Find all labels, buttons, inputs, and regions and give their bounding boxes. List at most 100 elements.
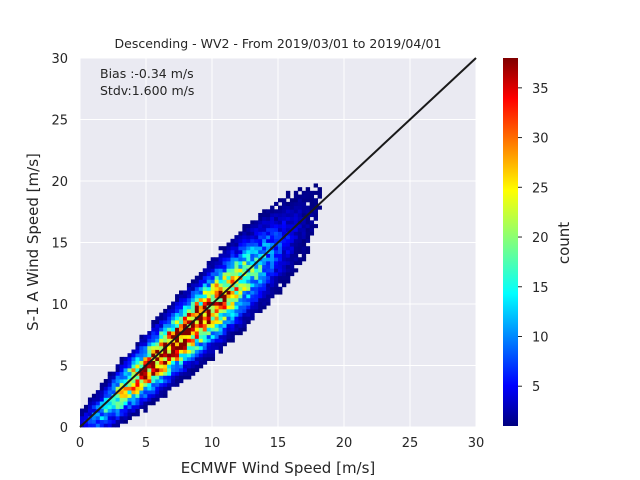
density-cell: [254, 264, 259, 269]
density-cell: [258, 294, 263, 299]
density-cell: [210, 356, 216, 361]
density-cell: [190, 323, 196, 328]
density-cell: [281, 231, 287, 236]
density-cell: [131, 367, 136, 373]
density-cell: [230, 279, 235, 284]
density-cell: [301, 194, 307, 199]
density-cell: [151, 367, 156, 373]
density-cell: [230, 275, 235, 280]
density-cell: [139, 386, 144, 391]
density-cell: [175, 342, 180, 347]
density-cell: [190, 360, 196, 365]
density-cell: [155, 316, 160, 321]
density-cell: [285, 205, 291, 210]
density-cell: [119, 375, 124, 380]
density-cell: [293, 235, 299, 240]
density-cell: [254, 227, 259, 232]
density-cell: [194, 297, 200, 302]
density-cell: [218, 319, 223, 325]
density-cell: [147, 386, 152, 391]
density-cell: [206, 345, 212, 350]
density-cell: [103, 382, 109, 387]
density-cell: [222, 305, 227, 310]
density-cell: [266, 238, 271, 243]
density-cell: [278, 212, 283, 218]
density-cell: [155, 397, 160, 402]
density-cell: [167, 316, 172, 321]
density-cell: [210, 290, 216, 295]
density-cell: [262, 249, 267, 254]
density-cell: [226, 301, 231, 306]
density-cell: [155, 319, 160, 325]
density-cell: [305, 238, 311, 243]
density-cell: [246, 297, 251, 302]
density-cell: [226, 294, 231, 299]
density-cell: [250, 242, 255, 247]
density-cell: [206, 279, 212, 284]
density-cell: [230, 253, 235, 258]
density-cell: [214, 275, 219, 280]
density-cell: [266, 220, 271, 225]
density-cell: [238, 312, 243, 317]
density-cell: [190, 297, 196, 302]
density-cell: [143, 371, 148, 376]
density-cell: [278, 272, 283, 277]
density-cell: [270, 286, 275, 291]
density-cell: [270, 283, 275, 288]
density-cell: [317, 205, 322, 210]
y-axis-label: S-1 A Wind Speed [m/s]: [24, 153, 42, 331]
density-cell: [297, 205, 303, 210]
density-cell: [281, 283, 287, 288]
density-cell: [250, 231, 255, 236]
density-cell: [190, 305, 196, 310]
density-cell: [179, 323, 184, 328]
density-cell: [147, 331, 152, 336]
density-cell: [238, 257, 243, 262]
density-cell: [202, 301, 208, 306]
density-cell: [230, 297, 235, 302]
density-cell: [202, 360, 208, 365]
density-cell: [297, 227, 303, 232]
colorbar-tick-label: 5: [532, 380, 540, 395]
density-cell: [167, 360, 172, 365]
density-cell: [270, 275, 275, 280]
density-cell: [214, 290, 219, 295]
density-cell: [206, 316, 212, 321]
density-cell: [139, 360, 144, 365]
density-cell: [274, 264, 279, 269]
density-cell: [214, 272, 219, 277]
density-cell: [139, 338, 144, 343]
density-cell: [194, 319, 200, 325]
density-cell: [270, 249, 275, 254]
density-cell: [175, 319, 180, 325]
density-cell: [99, 393, 105, 398]
density-cell: [198, 360, 204, 365]
density-cell: [285, 209, 291, 214]
density-cell: [190, 331, 196, 336]
density-cell: [226, 297, 231, 302]
density-cell: [305, 187, 311, 192]
density-cell: [194, 275, 200, 280]
density-cell: [270, 235, 275, 240]
density-cell: [242, 279, 247, 284]
density-cell: [242, 249, 247, 254]
density-cell: [182, 349, 188, 354]
density-cell: [258, 290, 263, 295]
density-cell: [194, 338, 200, 343]
density-cell: [95, 393, 101, 398]
density-cell: [270, 294, 275, 299]
density-cell: [198, 345, 204, 350]
density-cell: [171, 360, 176, 365]
density-cell: [270, 264, 275, 269]
density-cell: [238, 283, 243, 288]
density-cells: [80, 183, 322, 428]
density-cell: [119, 367, 124, 373]
density-cell: [163, 356, 168, 361]
density-cell: [274, 268, 279, 273]
density-cell: [194, 345, 200, 350]
density-cell: [194, 279, 200, 284]
density-cell: [293, 242, 299, 247]
density-cell: [159, 345, 164, 350]
density-cell: [123, 356, 128, 361]
density-cell: [297, 249, 303, 254]
